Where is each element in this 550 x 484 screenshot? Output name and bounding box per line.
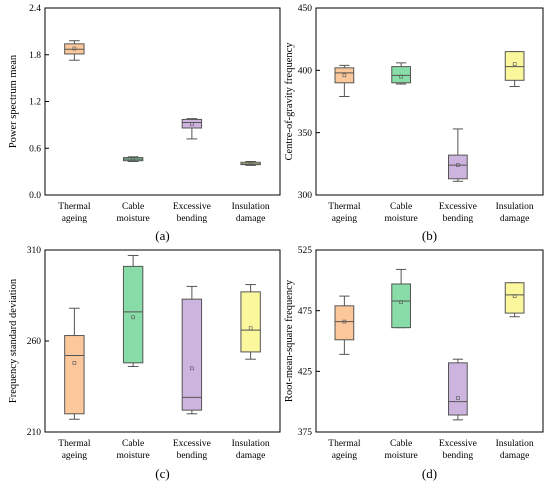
box-insulation [504,282,525,318]
x-tick-label: Cable moisture [385,439,418,461]
y-tick-label: 300 [298,191,313,201]
y-tick-label: 260 [27,337,42,347]
y-axis-label: Power spectrum mean [8,54,19,148]
y-tick-label: 1.8 [29,51,41,61]
x-tick-label: Cable moisture [385,202,418,224]
iqr-box [391,66,411,84]
box-moisture [391,62,411,85]
mean-marker [190,366,194,371]
iqr-box [504,282,525,314]
y-axis-label: Frequency standard deviation [8,278,19,403]
y-tick-label: 0.6 [29,144,41,154]
iqr-box [334,67,355,84]
x-tick-label: Excessive bending [439,202,477,224]
y-tick-label: 475 [298,307,313,317]
mean-marker [399,74,403,79]
y-tick-label: 2.4 [29,4,41,14]
box-insulation [240,284,261,360]
mean-marker [456,163,460,167]
box-insulation [240,160,261,166]
mean-marker [72,46,77,51]
mean-marker [342,73,347,78]
y-tick-label: 350 [298,129,313,139]
y-axis-label: Centre-of-gravity frequency [284,42,295,161]
iqr-box [240,291,261,353]
iqr-box [181,298,203,411]
box-insulation [504,51,525,88]
x-tick-label: Insulation damage [496,202,534,224]
box-bending [448,128,468,182]
iqr-box [181,118,203,129]
iqr-box [64,335,85,415]
panel-c: 210 260 310 Frequency standard deviation The… [8,246,281,461]
panel-label: (c) [155,466,169,481]
mean-marker [456,396,460,400]
plot-frame [44,7,281,196]
x-tick-label: Insulation damage [232,439,270,461]
box-thermal [64,40,85,61]
mean-marker [512,294,517,298]
panel-label: (a) [155,228,169,243]
x-tick-label: Insulation damage [232,202,270,224]
box-thermal [64,307,85,420]
box-bending [181,118,203,140]
mean-marker [72,361,77,365]
y-tick-label: 0.0 [29,191,41,201]
mean-marker [342,319,347,324]
panel-d: 375 425 475 525 Root-mean-square frequency Th… [284,246,544,461]
x-tick-label: Insulation damage [496,439,534,461]
x-tick-label: Cable moisture [117,202,150,224]
x-tick-label: Cable moisture [117,439,150,461]
x-tick-label: Excessive bending [439,439,477,461]
y-tick-label: 1.2 [29,98,41,108]
mean-marker [512,62,517,66]
box-thermal [334,295,355,355]
panel-label: (d) [422,466,437,481]
box-thermal [334,64,355,98]
y-tick-label: 425 [298,368,313,378]
panel-b: 300 350 400 450 Centre-of-gravity frequency T… [284,4,544,224]
iqr-box [391,283,411,329]
iqr-box [504,51,525,81]
box-bending [448,358,468,421]
panel-a: 0.0 0.6 1.2 1.8 2.4 Power spectrum mean Therma… [8,4,281,224]
y-axis-label: Root-mean-square frequency [284,279,295,402]
y-tick-label: 450 [298,4,313,14]
box-moisture [122,156,144,162]
box-moisture [391,268,411,329]
x-tick-label: Excessive bending [173,202,211,224]
mean-marker [248,326,253,331]
y-tick-label: 375 [298,428,313,438]
box-moisture [122,254,144,367]
x-tick-label: Thermal ageing [328,202,361,224]
mean-marker [399,300,403,304]
mean-marker [131,315,135,320]
y-tick-label: 210 [27,428,42,438]
box-bending [181,285,203,415]
y-tick-label: 400 [298,67,313,77]
x-tick-label: Excessive bending [173,439,211,461]
x-tick-label: Thermal ageing [58,439,91,461]
plot-frame [315,249,544,433]
iqr-box [122,265,144,364]
iqr-box [448,154,468,180]
x-tick-label: Thermal ageing [58,202,91,224]
panel-label: (b) [422,228,437,243]
x-tick-label: Thermal ageing [328,439,361,461]
iqr-box [448,362,468,416]
mean-marker [190,122,194,126]
y-tick-label: 310 [27,246,42,256]
mean-marker [248,162,253,166]
mean-marker [131,157,135,161]
y-tick-label: 525 [298,246,313,256]
plot-frame [315,7,544,196]
